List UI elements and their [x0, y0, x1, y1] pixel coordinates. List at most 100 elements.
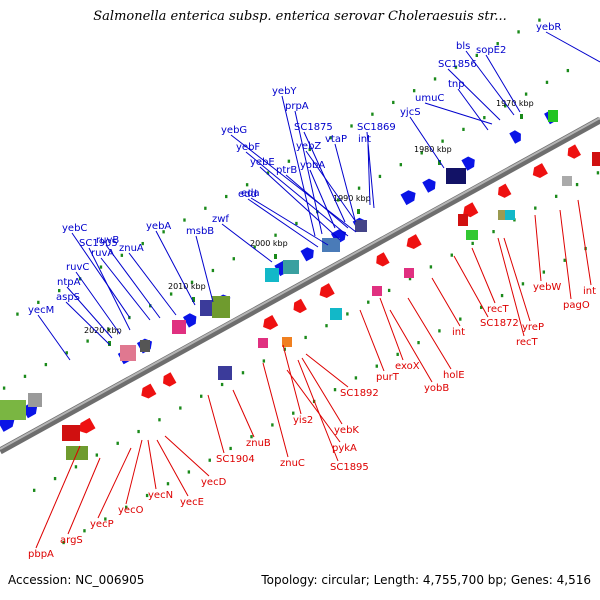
- track-dot: [554, 194, 558, 198]
- forward-gene-label[interactable]: ptrB: [276, 165, 297, 176]
- reverse-gene-label[interactable]: argS: [60, 535, 83, 546]
- forward-gene-label[interactable]: ruvC: [66, 262, 89, 273]
- forward-leader-line: [367, 143, 371, 206]
- tick-mark: [357, 209, 360, 214]
- forward-gene-label[interactable]: ntpA: [57, 277, 81, 288]
- forward-leader-line: [221, 223, 273, 263]
- track-dot: [545, 80, 549, 84]
- forward-gene-label[interactable]: aspS: [56, 292, 80, 303]
- track-dot: [200, 394, 203, 398]
- forward-gene-label[interactable]: yebF: [236, 142, 260, 153]
- forward-gene-label[interactable]: zwf: [212, 214, 229, 225]
- feature-block: [404, 268, 414, 278]
- reverse-leader-line: [471, 247, 496, 304]
- forward-gene-label[interactable]: prpA: [285, 101, 309, 112]
- forward-gene-label[interactable]: eda: [241, 188, 260, 199]
- reverse-gene-label[interactable]: SC1904: [216, 454, 255, 465]
- reverse-gene-arrow: [293, 298, 307, 314]
- reverse-gene-label[interactable]: yecP: [90, 519, 114, 530]
- reverse-gene-label[interactable]: yecO: [118, 505, 144, 516]
- track-dot: [329, 136, 332, 140]
- track-dot: [208, 458, 211, 462]
- reverse-gene-label[interactable]: recT: [487, 304, 510, 315]
- reverse-gene-label[interactable]: SC1895: [330, 462, 369, 473]
- reverse-gene-label[interactable]: yecN: [148, 490, 173, 501]
- forward-gene-label[interactable]: yebR: [536, 22, 561, 33]
- track-dot: [137, 429, 140, 434]
- forward-gene-label[interactable]: int: [358, 134, 371, 145]
- reverse-gene-label[interactable]: znuC: [280, 458, 305, 469]
- reverse-gene-label[interactable]: holE: [443, 370, 465, 381]
- forward-gene-label[interactable]: SC1856: [438, 59, 477, 70]
- reverse-gene-arrow: [263, 315, 279, 330]
- reverse-gene-arrow: [463, 202, 479, 218]
- forward-gene-label[interactable]: SC1875: [294, 122, 333, 133]
- reverse-gene-label[interactable]: yecE: [180, 497, 204, 508]
- forward-gene-label[interactable]: vtaP: [325, 134, 347, 145]
- reverse-gene-label[interactable]: purT: [376, 372, 400, 383]
- forward-gene-label[interactable]: znuA: [119, 243, 144, 254]
- reverse-gene-label[interactable]: yobB: [424, 383, 449, 394]
- forward-leader-line: [88, 247, 131, 331]
- track-dot: [538, 18, 541, 22]
- forward-gene-label[interactable]: sopE2: [476, 45, 506, 56]
- reverse-gene-label[interactable]: exoX: [395, 361, 420, 372]
- reverse-gene-label[interactable]: int: [452, 327, 465, 338]
- reverse-gene-label[interactable]: pbpA: [28, 549, 54, 560]
- track-dot: [575, 182, 579, 187]
- feature-block: [466, 230, 478, 240]
- track-dot: [438, 329, 441, 333]
- track-dot: [187, 470, 191, 474]
- reverse-gene-label[interactable]: yebK: [334, 425, 359, 436]
- forward-gene-label[interactable]: msbB: [186, 226, 214, 237]
- forward-gene-label[interactable]: yebY: [272, 86, 297, 97]
- reverse-gene-label[interactable]: yecD: [201, 477, 227, 488]
- reverse-gene-arrow: [141, 383, 157, 399]
- accession-text: Accession: NC_006905: [8, 573, 145, 587]
- reverse-leader-line: [534, 214, 542, 282]
- reverse-leader-line: [286, 369, 341, 443]
- feature-block: [172, 320, 186, 334]
- reverse-gene-label[interactable]: SC1872: [480, 318, 519, 329]
- feature-track: [0, 110, 600, 460]
- forward-gene-label[interactable]: SC1905: [79, 238, 118, 249]
- forward-gene-label[interactable]: yebZ: [296, 141, 321, 152]
- gene-labels: yecMaspSntpAruvCSC1905yebCruvAruvBznuAye…: [28, 22, 596, 560]
- forward-gene-label[interactable]: ruvA: [91, 248, 114, 259]
- forward-gene-label[interactable]: yobA: [300, 160, 325, 171]
- track-dot: [44, 362, 48, 367]
- forward-gene-label[interactable]: bls: [456, 41, 470, 52]
- forward-gene-label[interactable]: tnp: [448, 79, 465, 90]
- forward-gene-label[interactable]: SC1869: [357, 122, 396, 133]
- track-dot: [459, 317, 462, 321]
- reverse-gene-label[interactable]: yebW: [533, 282, 561, 293]
- forward-gene-arrow: [330, 229, 346, 245]
- forward-gene-label[interactable]: yebE: [250, 157, 275, 168]
- reverse-gene-label[interactable]: yis2: [293, 415, 313, 426]
- forward-gene-label[interactable]: ruvB: [96, 235, 119, 246]
- tick-mark: [274, 254, 277, 259]
- track-dot: [504, 104, 507, 108]
- reverse-gene-label[interactable]: znuB: [246, 438, 271, 449]
- track-dot: [387, 288, 391, 293]
- forward-gene-label[interactable]: yebA: [146, 221, 171, 232]
- forward-gene-label[interactable]: yebC: [62, 223, 87, 234]
- forward-gene-label[interactable]: edd: [238, 189, 257, 200]
- reverse-gene-label[interactable]: int: [583, 286, 596, 297]
- tick-mark: [438, 160, 441, 165]
- track-dot: [169, 292, 173, 296]
- reverse-gene-label[interactable]: pagO: [563, 300, 590, 311]
- forward-leader-line: [37, 314, 71, 361]
- reverse-gene-label[interactable]: SC1892: [340, 388, 379, 399]
- track-dot: [83, 529, 86, 533]
- forward-gene-label[interactable]: yecM: [28, 305, 54, 316]
- reverse-gene-label[interactable]: pykA: [332, 443, 357, 454]
- reverse-gene-label[interactable]: yreP: [522, 322, 544, 333]
- reverse-gene-label[interactable]: recT: [516, 337, 539, 348]
- forward-gene-label[interactable]: umuC: [415, 93, 444, 104]
- forward-gene-label[interactable]: yebG: [221, 125, 247, 136]
- forward-gene-label[interactable]: yjcS: [400, 107, 421, 118]
- track-dot: [271, 423, 274, 427]
- forward-gene-arrow: [461, 156, 475, 171]
